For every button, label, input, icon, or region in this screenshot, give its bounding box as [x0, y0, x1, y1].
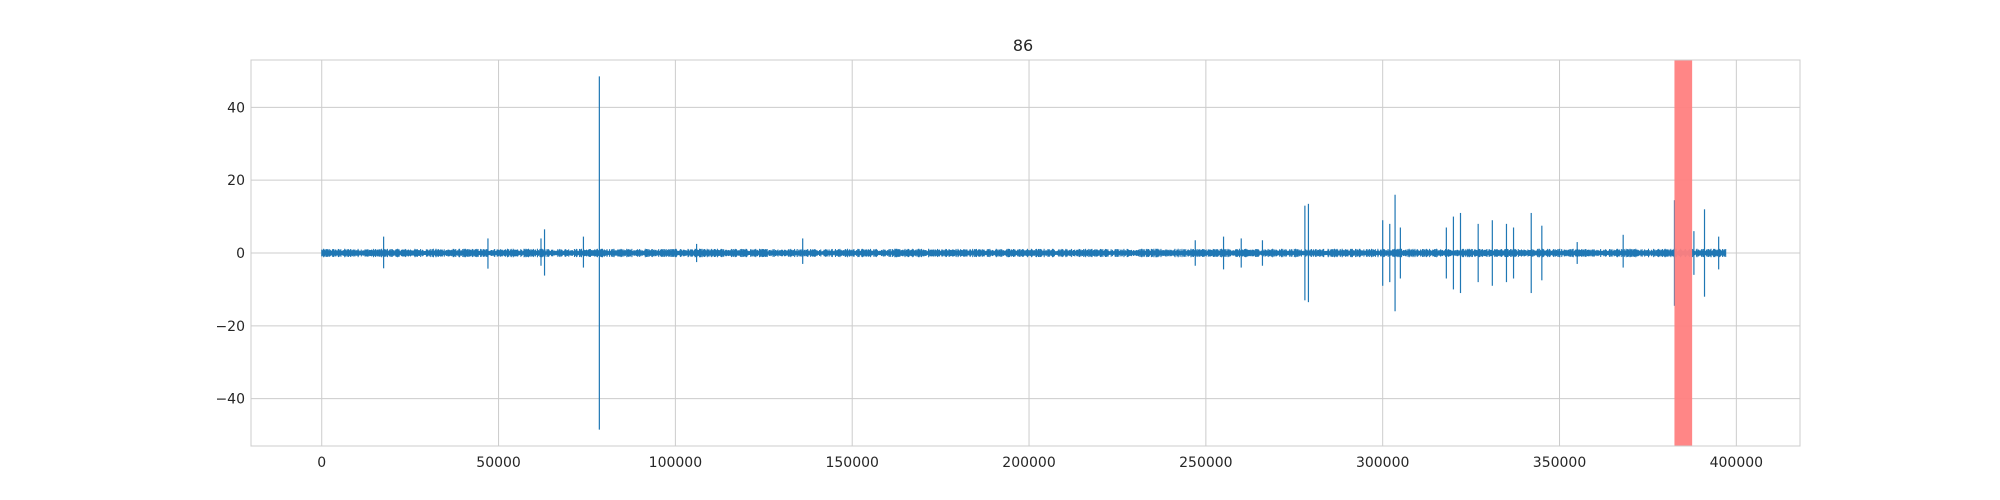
x-axis-ticks: 0 50000 100000 150000 200000 250000 300000 3500…	[317, 455, 1763, 471]
highlight-band	[1674, 60, 1693, 446]
plot-frame	[250, 59, 1801, 447]
x-tick-label: 0	[317, 455, 326, 471]
signal-series	[321, 76, 1727, 430]
y-tick-label: 0	[236, 246, 245, 262]
y-axis-ticks: 40 20 0 −20 −40	[215, 100, 245, 407]
highlight-band-layer	[1674, 60, 1693, 446]
x-tick-label: 250000	[1179, 455, 1232, 471]
x-tick-label: 400000	[1710, 455, 1763, 471]
y-tick-label: 20	[227, 173, 245, 189]
x-tick-label: 50000	[476, 455, 521, 471]
x-tick-label: 150000	[825, 455, 878, 471]
x-tick-label: 200000	[1002, 455, 1055, 471]
y-tick-label: −40	[215, 392, 245, 408]
x-tick-label: 350000	[1533, 455, 1586, 471]
x-tick-label: 300000	[1356, 455, 1409, 471]
signal-baseline	[321, 248, 1727, 258]
y-tick-label: 40	[227, 100, 245, 116]
chart-title: 86	[1013, 36, 1033, 55]
x-tick-label: 100000	[649, 455, 702, 471]
y-tick-label: −20	[215, 319, 245, 335]
